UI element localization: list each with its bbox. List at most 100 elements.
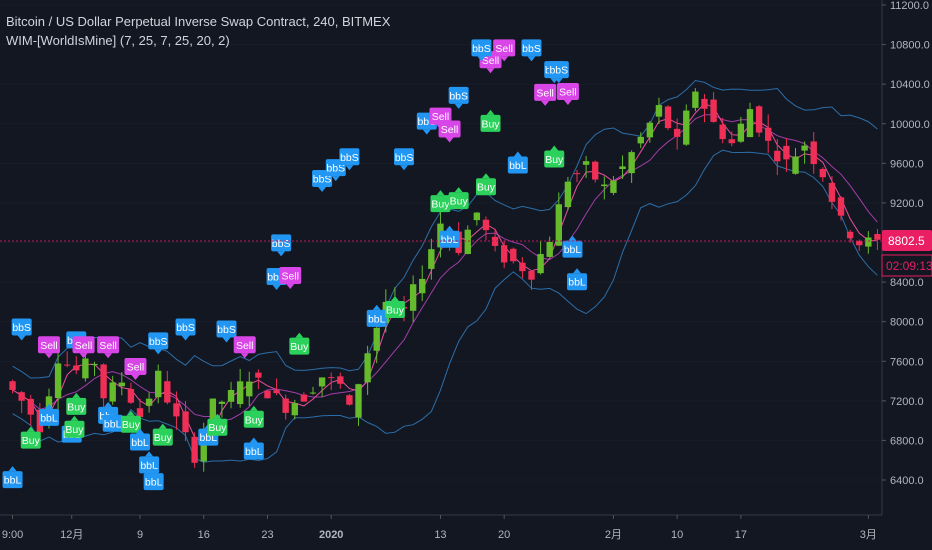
candle-body [191, 436, 198, 463]
candle-body [173, 403, 180, 417]
signal-box [175, 318, 196, 336]
signal-bbs-label[interactable]: bbS [448, 86, 469, 109]
signal-bbs-label[interactable]: bbS [548, 61, 569, 84]
signal-buy-label[interactable]: Buy [20, 426, 41, 449]
candle-body [346, 395, 353, 405]
signal-sell-label[interactable]: Sell [72, 336, 95, 359]
signal-box [556, 82, 579, 100]
y-tick-label: 9600.0 [890, 158, 924, 170]
candle-body [473, 212, 481, 221]
signal-buy-label[interactable]: Buy [152, 423, 173, 446]
candle-body [282, 398, 289, 413]
candle-body [801, 145, 808, 151]
signal-buy-label[interactable]: Buy [480, 109, 501, 132]
signal-bbs-label[interactable]: bbS [339, 148, 360, 171]
signal-box [207, 418, 228, 436]
signal-buy-label[interactable]: Buy [448, 187, 469, 210]
signal-bbl-label[interactable]: bbL [439, 225, 460, 248]
signal-sell-label[interactable]: Sell [97, 336, 120, 359]
candle-body [719, 124, 726, 140]
signal-bbl-label[interactable]: bbL [102, 409, 123, 432]
signal-bbl-label[interactable]: bbL [243, 437, 264, 460]
signal-bbs-label[interactable]: bbS [216, 320, 237, 343]
signal-pointer [277, 251, 286, 257]
signal-bbl-label[interactable]: bbL [38, 403, 59, 426]
signal-buy-label[interactable]: Buy [475, 173, 496, 196]
y-tick-label: 11200.0 [890, 0, 929, 12]
candle-body [592, 161, 599, 180]
candle-body [428, 249, 435, 269]
signal-bbl-label[interactable]: bbL [507, 151, 528, 174]
signal-buy-label[interactable]: Buy [120, 410, 141, 433]
signal-pointer [145, 451, 154, 457]
signal-box [567, 273, 588, 291]
signal-sell-label[interactable]: Sell [556, 82, 579, 105]
signal-sell-label[interactable]: Sell [233, 336, 256, 359]
signal-box [429, 107, 452, 125]
signal-buy-label[interactable]: Buy [544, 145, 565, 168]
candle-body [519, 262, 526, 272]
time-axis[interactable] [0, 515, 932, 550]
signal-pointer [72, 392, 81, 398]
signal-buy-label[interactable]: Buy [243, 405, 264, 428]
x-tick-label: 17 [735, 529, 747, 541]
signal-buy-label[interactable]: Buy [430, 190, 451, 213]
signal-text: bbL [131, 437, 149, 449]
signal-pointer [541, 100, 550, 106]
candle-body [136, 408, 144, 418]
signal-box [289, 337, 310, 355]
signal-pointer [454, 103, 463, 109]
x-tick-label: 20 [498, 529, 510, 541]
y-tick-label: 10400.0 [890, 79, 930, 91]
candle-body [91, 363, 98, 366]
y-tick-label: 6800.0 [890, 435, 924, 447]
candle-body [291, 403, 298, 416]
candle-body [537, 254, 544, 274]
signal-bbs-label[interactable]: bbS [175, 318, 196, 341]
signal-bbl-label[interactable]: bbL [143, 468, 164, 491]
signal-bbl-label[interactable]: bbL [562, 235, 583, 258]
candle-body [182, 411, 189, 433]
signal-bbl-label[interactable]: bbL [2, 466, 23, 489]
candle-body [54, 363, 62, 398]
signal-bbs-label[interactable]: bbS [148, 332, 169, 355]
signal-box [216, 320, 237, 338]
signal-sell-label[interactable]: Sell [438, 120, 461, 143]
signal-text: Sell [536, 87, 554, 99]
signal-buy-label[interactable]: Buy [207, 413, 228, 436]
signal-pointer [131, 375, 140, 381]
candle-body [846, 231, 854, 239]
signal-text: Buy [290, 341, 309, 353]
signal-buy-label[interactable]: Buy [66, 392, 87, 415]
signal-bbs-label[interactable]: bbS [271, 234, 292, 257]
signal-bbs-label[interactable]: bbS [471, 39, 492, 62]
signal-pointer [181, 335, 190, 341]
signal-buy-label[interactable]: Buy [64, 415, 85, 438]
signal-bbl-label[interactable]: bbL [130, 428, 151, 451]
signal-pointer [436, 190, 445, 196]
signal-buy-label[interactable]: Buy [289, 332, 310, 355]
signal-box [64, 420, 85, 438]
signal-bbs-label[interactable]: bbS [394, 148, 415, 171]
signal-bbs-label[interactable]: bbS [521, 39, 542, 62]
signal-bbl-label[interactable]: bbL [139, 451, 160, 474]
candle-body [683, 110, 690, 145]
signal-sell-label[interactable]: Sell [279, 267, 302, 289]
signal-pointer [372, 304, 381, 310]
signal-bbs-label[interactable]: bbS [11, 318, 32, 341]
signal-sell-label[interactable]: Sell [124, 358, 147, 381]
signal-box [37, 336, 60, 354]
signal-buy-label[interactable]: Buy [384, 295, 405, 318]
signal-pointer [568, 235, 577, 241]
candle-body [109, 382, 116, 402]
signal-sell-label[interactable]: Sell [37, 336, 60, 359]
signal-sell-label[interactable]: Sell [534, 83, 557, 106]
signal-pointer [486, 109, 495, 115]
signal-bbl-label[interactable]: bbL [567, 268, 588, 291]
signal-sell-label[interactable]: Sell [493, 39, 516, 62]
symbol-title[interactable]: Bitcoin / US Dollar Perpetual Inverse Sw… [6, 14, 391, 29]
signal-bbl-label[interactable]: bbL [366, 304, 387, 327]
indicator-title[interactable]: WIM-[WorldIsMine] (7, 25, 7, 25, 20, 2) [6, 33, 230, 48]
